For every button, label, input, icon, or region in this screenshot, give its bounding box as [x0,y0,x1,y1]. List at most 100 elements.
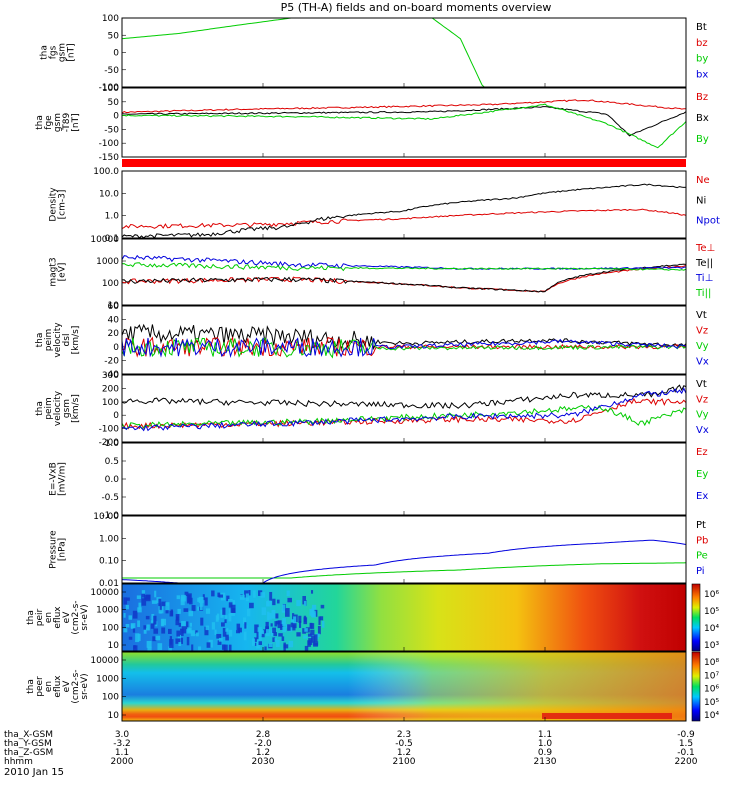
panel-temperature: magt3 [eV] 10000 1000 100 10 Te⊥ Te|| Ti⊥ Ti|| [49,235,716,311]
legend-entry: bz [696,38,708,49]
spectrogram-pixel [222,607,226,615]
series-line [122,562,687,579]
spectrogram-pixel [307,633,312,637]
spectrogram-pixel [204,626,209,636]
panel-pressure: Pressure [nPa] 10.00 1.00 0.10 0.01 Pt Pb Pe Pi [49,512,709,589]
spectrogram-pixel [160,618,164,627]
legend-entry: Pi [696,566,705,577]
y-tick-label: -200 [99,438,120,448]
spectrogram-pixel [202,594,205,601]
spectrogram-pixel [151,600,157,604]
series-line [121,387,687,432]
status-stripe [122,159,686,167]
spectrogram-pixel [274,621,278,627]
legend-entry: Ne [696,175,710,186]
spectrogram-pixel [168,646,172,653]
spectrogram-pixel [258,641,263,646]
footer-value: 2100 [393,757,416,767]
spectrogram-pixel [303,600,307,606]
spectrogram-pixel [184,591,189,597]
spectrogram-pixel [161,627,166,634]
spectrogram-pixel [251,638,256,646]
y-tick-label: 1.0 [105,439,120,449]
y-tick-label: -1.0 [101,511,119,521]
spectrogram-pixel [277,599,280,604]
panel-ion-spectrogram: tha peir en eflux eV (cm2-s-sr-eV) 10⁶ 10⁵ 10⁴ 10… [26,583,719,656]
panel-ylabel: en [44,681,54,692]
panel-ylabel: en [44,612,54,623]
spectrogram-pixel [314,609,318,617]
spectrogram-pixel [224,615,228,619]
spectrogram-pixel [254,637,257,642]
legend-entry: Pt [696,520,706,531]
spectrogram-pixel [141,593,146,598]
spectrogram-pixel [257,636,262,641]
panel-ylabel: sr-eV) [80,604,90,630]
legend-entry: Pb [696,535,708,546]
spectrogram-pixel [125,604,129,610]
y-tick-label: -40 [104,370,119,380]
footer-value: -2.0 [254,739,272,749]
legend-entry: Ex [696,491,708,502]
spectrogram-pixel [194,630,198,634]
legend-entry: Ez [696,447,708,458]
footer-value: 2000 [111,757,134,767]
footer-value: 1.0 [538,739,553,749]
spectrogram-pixel [245,593,249,602]
series-line [121,539,687,584]
series-line [121,106,687,137]
spectrogram-pixel [123,628,128,633]
y-tick-label: 0 [113,112,119,122]
spectrogram-pixel [289,627,293,632]
spectrogram-pixel [231,600,236,605]
spectrogram-pixel [288,640,294,648]
spectrogram-pixel [206,642,211,648]
spectrogram-pixel [144,594,147,600]
spectrogram-pixel [308,638,313,646]
spectrogram-overlay [122,652,686,721]
spectrogram-pixel [268,612,272,620]
y-tick-label: 0 [113,49,119,59]
legend-entry: Vt [696,379,707,390]
spectrogram-pixel [146,624,150,631]
y-tick-label: 100 [102,84,119,94]
y-tick-label: 0.10 [99,557,119,567]
y-tick-label: 0.5 [105,457,119,467]
y-tick-label: 100 [102,693,119,703]
spectrogram-pixel [281,608,286,613]
panel-ylabel: magt3 [49,257,59,286]
spectrogram-pixel [191,644,194,653]
spectrogram-pixel [270,623,273,627]
spectrogram-pixel [169,639,174,649]
spectrogram-pixel [226,595,230,602]
spectrogram-pixel [153,628,159,634]
y-tick-label: 20 [108,329,120,339]
spectrogram-pixel [188,610,193,617]
y-tick-label: 100.0 [93,167,119,177]
spectrogram-pixel [311,635,316,643]
spectrogram-pixel [146,640,152,648]
spectrogram-pixel [274,638,277,642]
spectrogram-pixel [228,644,232,652]
spectrogram-pixel [165,602,170,611]
spectrogram-pixel [180,594,186,602]
spectrogram-pixel [225,634,229,641]
y-tick-label: 1000 [96,674,119,684]
panel-velocity-dsl: tha peim velocity dsl [km/s] 60 40 20 0 -20 -40 Vt V… [35,302,709,380]
panel-ylabel: Pressure [49,530,59,569]
spectrogram-pixel [273,632,277,637]
spectrogram-pixel [175,638,181,644]
spectrogram-pixel [303,635,308,639]
panel-ylabel: eV [62,680,72,693]
legend-entry: Vz [696,326,708,337]
spectrogram-pixel [266,611,270,621]
spectrogram-pixel [313,643,318,647]
spectrogram-pixel [175,619,180,626]
spectrogram-pixel [305,627,310,633]
y-tick-label: 10000 [90,235,119,245]
spectrogram-pixel [150,619,155,629]
series-line [121,323,687,351]
series-line [121,336,687,358]
series-line [121,263,687,293]
